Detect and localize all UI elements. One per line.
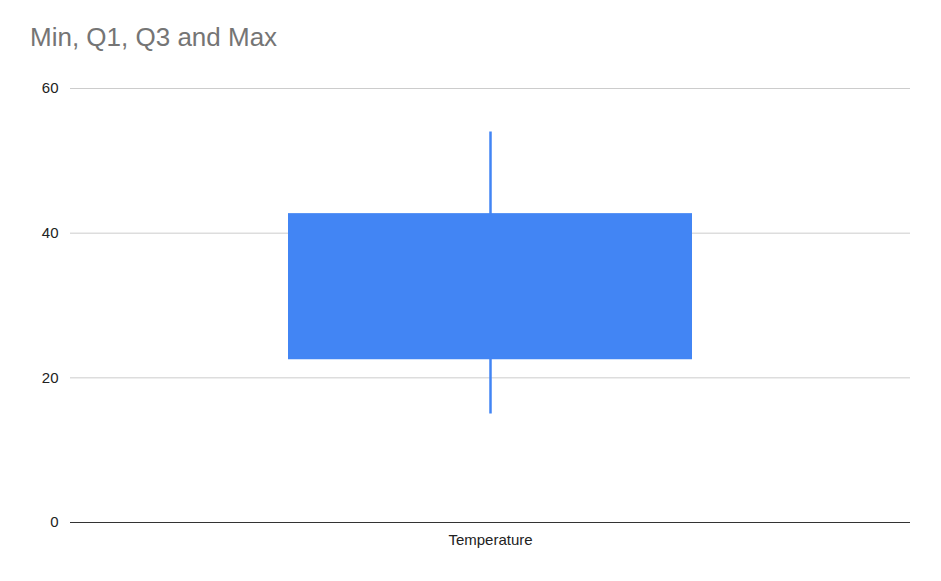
svg-text:0: 0 xyxy=(50,513,58,530)
svg-text:60: 60 xyxy=(42,79,59,96)
html-text:Min, Q1, Q3 and Max: Min, Q1, Q3 and Max xyxy=(30,22,278,52)
svg-text:20: 20 xyxy=(42,369,59,386)
svg-text:Temperature: Temperature xyxy=(448,531,532,548)
svg-text:40: 40 xyxy=(42,224,59,241)
